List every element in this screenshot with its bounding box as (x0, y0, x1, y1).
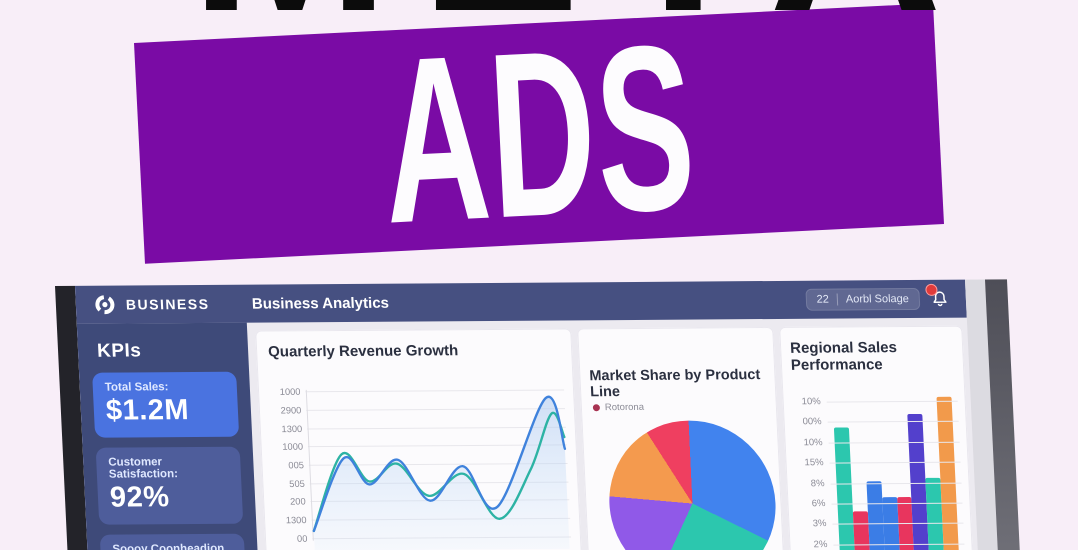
bar (833, 427, 856, 550)
y-tick-label: 2900 (280, 405, 301, 415)
grid-line (307, 426, 566, 430)
y-tick-label: 6% (811, 498, 826, 510)
y-tick-label: 15% (804, 457, 824, 469)
y-tick-label: 00% (802, 416, 822, 428)
kpi-label: Customer Satisfaction: (108, 456, 179, 481)
y-tick-label: 2% (813, 538, 828, 550)
user-chip[interactable]: 22 Aorbl Solage (805, 287, 921, 311)
brand-name: BUSINESS (125, 295, 210, 313)
y-tick-label: 8% (810, 477, 825, 489)
bar-chart-title: Regional Sales Performance (789, 339, 898, 374)
y-tick-label: 005 (288, 460, 304, 470)
series-revenue-blue (312, 395, 567, 533)
kpi-card-total-sales[interactable]: Total Sales: $1.2M (92, 371, 240, 438)
pie-chart-card: Market Share by Product Line Rotorona (577, 326, 787, 550)
grid-line (305, 389, 565, 393)
bell-icon (933, 291, 947, 307)
header-spacer (389, 300, 806, 303)
chip-divider (836, 293, 839, 306)
y-tick-label: 10% (801, 396, 821, 408)
pie-chart (605, 420, 780, 550)
legend-dot (592, 404, 601, 412)
y-tick-label: 10% (803, 436, 823, 449)
dashboard-screen: BUSINESS Business Analytics 22 Aorbl Sol… (74, 279, 980, 550)
brand-area[interactable]: BUSINESS (75, 293, 248, 316)
bar-group (832, 395, 960, 550)
content-area: Quarterly Revenue Growth 1000 2900 1300 100… (247, 318, 980, 550)
pie-legend: Rotorona (592, 401, 772, 414)
user-chip-number: 22 (816, 293, 830, 306)
kpi-label: Total Sales: (104, 381, 169, 394)
kpi-label: Soooy Coonheadion (112, 542, 225, 550)
grid-line (306, 408, 565, 411)
sidebar: KPIs Total Sales: $1.2M Customer Satisfa… (76, 322, 261, 550)
y-tick-label: 1000 (282, 442, 303, 452)
legend-label: Rotorona (604, 401, 645, 414)
line-chart-card: Quarterly Revenue Growth 1000 2900 1300 100… (255, 328, 585, 550)
app-header: BUSINESS Business Analytics 22 Aorbl Sol… (74, 279, 967, 324)
y-tick-label: 200 (290, 497, 306, 507)
user-chip-name: Aorbl Solage (845, 293, 910, 306)
bar-chart: 10% 00% 10% 15% 8% 6% 3% 2% (792, 395, 967, 550)
y-tick-label: 1300 (286, 515, 307, 525)
line-chart-title: Quarterly Revenue Growth (267, 342, 459, 361)
brand-logo-icon (95, 295, 115, 315)
y-tick-label: 3% (812, 518, 827, 530)
y-tick-label: 1000 (280, 387, 301, 397)
kpi-card-customer-satisfaction[interactable]: Customer Satisfaction: 92% (95, 446, 244, 525)
page-title: Business Analytics (251, 294, 390, 313)
area-fill (313, 396, 570, 550)
kpi-card-third[interactable]: Soooy Coonheadion $1.5M (99, 533, 247, 550)
notification-badge (925, 283, 938, 296)
notifications-button[interactable] (925, 283, 950, 309)
pie-chart-title: Market Share by Product Line (589, 367, 761, 401)
y-tick-label: 505 (289, 479, 305, 489)
kpi-value: 92% (109, 481, 171, 514)
sidebar-heading: KPIs (96, 340, 142, 362)
cropped-headline-word: META (190, 0, 972, 47)
dashboard-mockup: BUSINESS Business Analytics 22 Aorbl Sol… (55, 279, 1022, 550)
kpi-value: $1.2M (105, 394, 190, 427)
line-chart: 1000 2900 1300 1000 005 505 200 1300 00 (280, 387, 572, 550)
app-body: KPIs Total Sales: $1.2M Customer Satisfa… (76, 318, 980, 550)
grid-line (307, 444, 567, 448)
y-tick-label: 1300 (281, 424, 302, 434)
y-tick-label: 00 (297, 534, 308, 544)
bar-chart-card: Regional Sales Performance 10% 00% 10% 15% 8… (779, 325, 976, 550)
